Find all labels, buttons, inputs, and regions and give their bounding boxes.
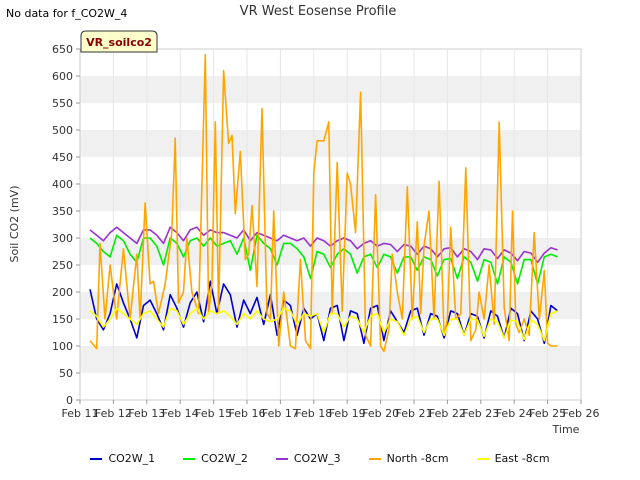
x-tick-label: Feb 22 — [429, 407, 466, 420]
y-tick-label: 250 — [52, 259, 73, 272]
series-line-east-8cm — [89, 307, 558, 342]
badge: VR_soilco2 — [80, 30, 158, 53]
x-tick-label: Feb 16 — [229, 407, 266, 420]
plot-frame — [79, 48, 582, 401]
y-tick-label: 400 — [52, 178, 73, 191]
legend-item: North -8cm — [368, 452, 449, 465]
legend-swatch — [90, 457, 103, 460]
y-tick-label: 600 — [52, 70, 73, 83]
grid-band — [80, 130, 581, 157]
legend-swatch — [275, 457, 288, 460]
x-tick-label: Feb 24 — [496, 407, 533, 420]
legend-label: CO2W_2 — [201, 452, 248, 465]
x-tick-label: Feb 14 — [162, 407, 199, 420]
legend-swatch — [476, 457, 489, 460]
y-tick-label: 350 — [52, 205, 73, 218]
legend-item: East -8cm — [476, 452, 550, 465]
series-line-co2w-3 — [89, 226, 558, 264]
series-line-north-8cm — [89, 53, 558, 353]
x-tick-label: Feb 15 — [195, 407, 232, 420]
chart-title: VR West Eosense Profile — [240, 4, 397, 19]
y-tick-label: 450 — [52, 151, 73, 164]
y-axis: 0 50 100 150 200 250 300 350 400 450 500 550 600 650 — [52, 43, 80, 407]
y-tick-label: 500 — [52, 124, 73, 137]
x-tick-label: Feb 20 — [362, 407, 399, 420]
series-lines — [89, 53, 559, 353]
x-tick-label: Feb 23 — [462, 407, 499, 420]
x-tick-label: Feb 13 — [128, 407, 165, 420]
legend-item: CO2W_3 — [275, 452, 341, 465]
grid-band — [80, 76, 581, 103]
x-tick-label: Feb 19 — [329, 407, 366, 420]
legend-label: North -8cm — [386, 452, 449, 465]
legend-item: CO2W_2 — [183, 452, 248, 465]
series-line-co2w-2 — [89, 234, 558, 285]
x-tick-label: Feb 11 — [62, 407, 99, 420]
y-tick-label: 300 — [52, 232, 73, 245]
x-tick-label: Feb 26 — [563, 407, 600, 420]
y-tick-label: 200 — [52, 286, 73, 299]
y-tick-label: 150 — [52, 313, 73, 326]
x-tick-label: Feb 12 — [95, 407, 132, 420]
no-data-notice: No data for f_CO2W_4 — [6, 7, 128, 20]
y-tick-label: 100 — [52, 340, 73, 353]
badge-label: VR_soilco2 — [86, 36, 152, 49]
y-axis-label: Soil CO2 (mV) — [8, 186, 21, 263]
legend: CO2W_1 CO2W_2 CO2W_3 North -8cm East -8cm — [0, 452, 640, 465]
legend-label: CO2W_1 — [108, 452, 156, 465]
x-tick-label: Feb 18 — [295, 407, 332, 420]
y-tick-label: 50 — [59, 367, 73, 380]
legend-label: East -8cm — [494, 452, 550, 465]
x-axis-label: Time — [552, 423, 580, 436]
legend-label: CO2W_3 — [293, 452, 341, 465]
x-tick-label: Feb 17 — [262, 407, 299, 420]
x-tick-label: Feb 25 — [529, 407, 566, 420]
y-tick-label: 550 — [52, 97, 73, 110]
legend-item: CO2W_1 — [90, 452, 155, 465]
x-tick-label: Feb 21 — [396, 407, 433, 420]
legend-swatch — [368, 457, 381, 460]
legend-swatch — [183, 457, 196, 460]
grid-band — [80, 346, 581, 373]
y-tick-label: 0 — [66, 394, 73, 407]
y-tick-label: 650 — [52, 43, 73, 56]
